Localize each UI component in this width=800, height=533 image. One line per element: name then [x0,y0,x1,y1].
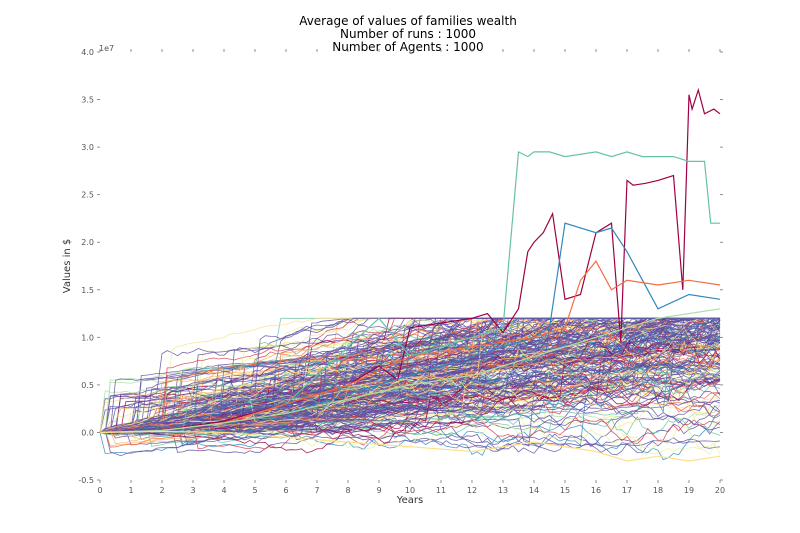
run-series-line [99,337,721,433]
run-series-line [99,412,721,461]
run-series-line [99,369,721,433]
x-tick-label: 13 [498,486,508,495]
x-tick-label: 1 [128,486,133,495]
x-tick-label: 19 [684,486,694,495]
chart-title-line-1: Average of values of families wealth [299,14,517,28]
x-tick-label: 0 [97,486,102,495]
run-series-line [99,335,721,434]
x-tick-label: 15 [560,486,570,495]
x-tick-label: 9 [376,486,381,495]
x-tick-label: 2 [159,486,164,495]
highlighted-series-line [99,87,721,433]
y-axis-label: Values in $ [62,239,73,294]
y-tick-label: 2.5 [81,191,94,200]
x-tick-label: 16 [591,486,601,495]
run-series-line [99,317,720,433]
run-series-line [99,358,721,433]
x-tick-label: 18 [653,486,663,495]
run-series-line [99,343,721,433]
x-tick-label: 8 [345,486,350,495]
y-tick-label: 1.5 [81,286,94,295]
x-tick-label: 5 [252,486,257,495]
y-tick-label: 1.0 [81,333,94,342]
run-series-line [99,415,721,450]
y-tick-label: 4.0 [81,48,94,57]
x-tick-label: 11 [436,486,446,495]
highlighted-series-line [99,150,720,433]
x-tick-label: 4 [221,486,226,495]
highlighted-series-line [99,308,721,433]
y-tick-label: 0.0 [81,428,94,437]
highlighted-series-line [99,260,721,433]
x-tick-label: 14 [529,486,539,495]
run-series-line [100,343,721,445]
run-series-line [99,317,720,448]
chart-title-line-2: Number of runs : 1000 [340,27,476,41]
x-tick-label: 3 [190,486,195,495]
x-axis-label: Years [396,495,423,506]
y-tick-label: 3.5 [81,96,94,105]
axis-ticks: 0 1 2 3 4 5 6 7 8 9 10 11 12 13 14 15 16 17 18 19 20-0.50.00… [78,48,725,495]
run-series-line [99,317,720,434]
x-tick-label: 7 [314,486,319,495]
run-series-line [99,373,721,433]
x-tick-label: 17 [622,486,632,495]
x-tick-label: 6 [283,486,288,495]
y-tick-label: 2.0 [81,238,94,247]
x-tick-label: 10 [405,486,415,495]
run-series-line [99,317,720,433]
x-tick-label: 12 [467,486,477,495]
run-series-line [99,354,721,437]
run-series-line [99,317,720,433]
y-tick-label: 0.5 [81,381,94,390]
y-offset-text: 1e7 [99,44,114,53]
highlighted-series-line [99,430,721,462]
chart-title-line-3: Number of Agents : 1000 [332,40,483,54]
y-tick-label: 3.0 [81,143,94,152]
x-tick-label: 20 [715,486,725,495]
plot-area [99,87,721,462]
run-series-line [99,317,721,433]
run-series-line [99,358,721,433]
y-tick-label: -0.5 [78,476,94,485]
